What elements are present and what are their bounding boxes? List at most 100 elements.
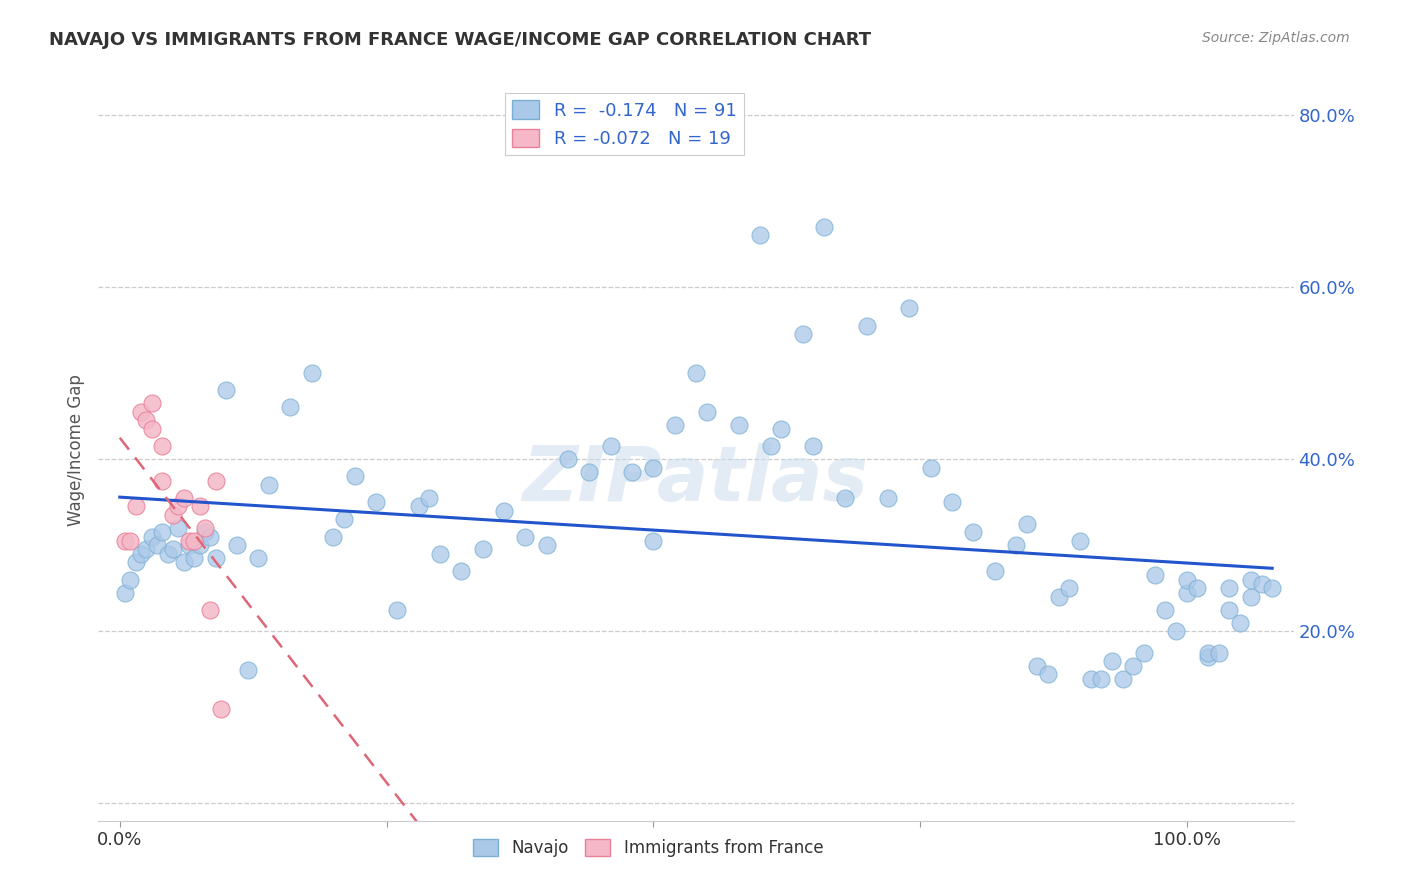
Point xyxy=(770,422,793,436)
Point xyxy=(333,512,356,526)
Point xyxy=(471,542,494,557)
Point xyxy=(1187,581,1209,595)
Point xyxy=(1208,646,1230,660)
Point xyxy=(1015,516,1038,531)
Point xyxy=(664,417,686,432)
Point xyxy=(236,663,259,677)
Point xyxy=(162,542,184,557)
Text: Source: ZipAtlas.com: Source: ZipAtlas.com xyxy=(1202,31,1350,45)
Point xyxy=(364,495,387,509)
Point xyxy=(408,500,430,514)
Point xyxy=(343,469,366,483)
Point xyxy=(114,585,136,599)
Point xyxy=(200,530,222,544)
Point xyxy=(141,530,163,544)
Point xyxy=(173,555,195,569)
Point xyxy=(813,219,835,234)
Point xyxy=(696,405,718,419)
Point xyxy=(167,500,190,514)
Point xyxy=(1090,672,1112,686)
Point xyxy=(125,555,148,569)
Point xyxy=(643,533,665,548)
Point xyxy=(1218,603,1240,617)
Point xyxy=(1175,585,1198,599)
Point xyxy=(1005,538,1028,552)
Point xyxy=(152,439,174,453)
Point xyxy=(125,500,148,514)
Point xyxy=(1240,590,1263,604)
Point xyxy=(1101,654,1123,668)
Point xyxy=(167,521,190,535)
Point xyxy=(385,603,409,617)
Point xyxy=(129,547,152,561)
Point xyxy=(179,533,201,548)
Point xyxy=(1122,658,1144,673)
Point xyxy=(727,417,749,432)
Point xyxy=(173,491,195,505)
Text: ZIPatlas: ZIPatlas xyxy=(523,443,869,517)
Point xyxy=(1154,603,1177,617)
Point xyxy=(194,521,217,535)
Point xyxy=(156,547,179,561)
Point xyxy=(1133,646,1156,660)
Point xyxy=(183,533,205,548)
Point xyxy=(215,383,238,397)
Point xyxy=(984,564,1007,578)
Point xyxy=(257,478,280,492)
Point xyxy=(135,413,157,427)
Point xyxy=(429,547,451,561)
Legend: Navajo, Immigrants from France: Navajo, Immigrants from France xyxy=(467,832,830,864)
Point xyxy=(1166,624,1188,639)
Point xyxy=(599,439,621,453)
Point xyxy=(209,702,232,716)
Point xyxy=(877,491,900,505)
Point xyxy=(536,538,558,552)
Point xyxy=(920,460,942,475)
Point xyxy=(834,491,856,505)
Point xyxy=(162,508,184,522)
Point xyxy=(200,603,222,617)
Point xyxy=(792,327,814,342)
Point xyxy=(135,542,157,557)
Point xyxy=(120,533,142,548)
Point xyxy=(685,366,707,380)
Point xyxy=(1175,573,1198,587)
Point xyxy=(418,491,440,505)
Point xyxy=(1250,577,1272,591)
Point xyxy=(749,228,772,243)
Point xyxy=(183,551,205,566)
Point xyxy=(188,500,211,514)
Point xyxy=(1197,646,1219,660)
Point xyxy=(1026,658,1049,673)
Point xyxy=(1229,615,1251,630)
Point xyxy=(855,318,877,333)
Point xyxy=(450,564,472,578)
Point xyxy=(620,465,643,479)
Point xyxy=(1047,590,1070,604)
Point xyxy=(643,460,665,475)
Point xyxy=(301,366,323,380)
Point xyxy=(152,474,174,488)
Point xyxy=(492,504,515,518)
Point xyxy=(204,551,226,566)
Point xyxy=(120,573,142,587)
Point xyxy=(1059,581,1081,595)
Point xyxy=(152,525,174,540)
Point xyxy=(280,401,302,415)
Point xyxy=(515,530,537,544)
Point xyxy=(941,495,963,509)
Point xyxy=(188,538,211,552)
Point xyxy=(1069,533,1091,548)
Point xyxy=(1112,672,1135,686)
Point xyxy=(247,551,270,566)
Point xyxy=(146,538,169,552)
Y-axis label: Wage/Income Gap: Wage/Income Gap xyxy=(66,375,84,526)
Point xyxy=(1197,650,1219,665)
Point xyxy=(129,405,152,419)
Point xyxy=(759,439,782,453)
Point xyxy=(801,439,824,453)
Point xyxy=(179,538,201,552)
Point xyxy=(1218,581,1240,595)
Point xyxy=(114,533,136,548)
Point xyxy=(898,301,921,316)
